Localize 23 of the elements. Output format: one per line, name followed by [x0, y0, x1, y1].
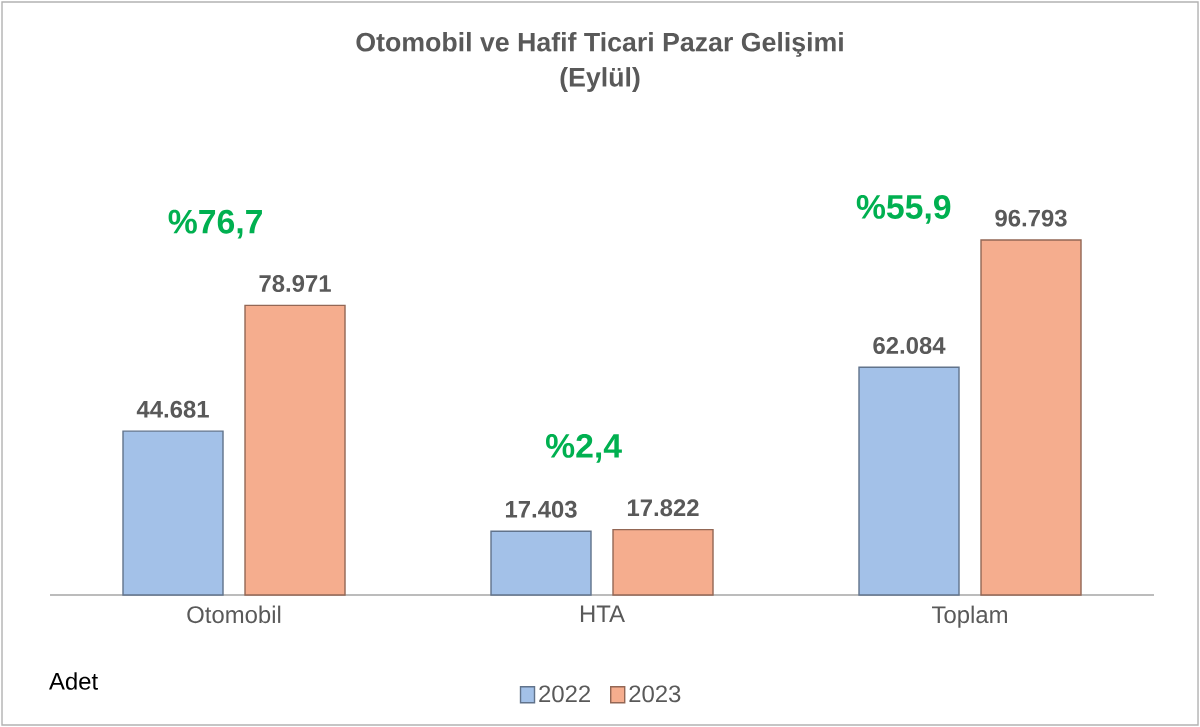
- text: %76,7: [168, 209, 262, 239]
- data-label: 17.822: [627, 499, 699, 517]
- data-label: 44.681: [136, 400, 209, 418]
- bar: [244, 304, 346, 596]
- legend-label: 2023: [629, 685, 681, 703]
- data-label: 17.403: [505, 500, 577, 518]
- x-tick-label: HTA: [580, 605, 625, 623]
- text: %55,9: [856, 195, 951, 224]
- bar: [122, 430, 224, 596]
- legend-label: 2022: [539, 685, 590, 703]
- bar: [612, 528, 714, 596]
- x-tick-label: Toplam: [932, 605, 1007, 628]
- x-tick-label: Otomobil: [187, 605, 281, 624]
- text: Adet: [49, 672, 98, 690]
- data-label: 78.971: [259, 275, 331, 292]
- annotation: %2,4: [545, 434, 622, 463]
- chart-title: Otomobil ve Hafif Ticari Pazar Gelişimi: [356, 31, 843, 57]
- bar: [490, 530, 592, 596]
- data-label: 62.084: [873, 336, 946, 354]
- chart-subtitle: (Eylül): [560, 67, 640, 92]
- data-label: 96.793: [995, 209, 1067, 227]
- bar: [980, 239, 1082, 596]
- bar: [858, 366, 960, 596]
